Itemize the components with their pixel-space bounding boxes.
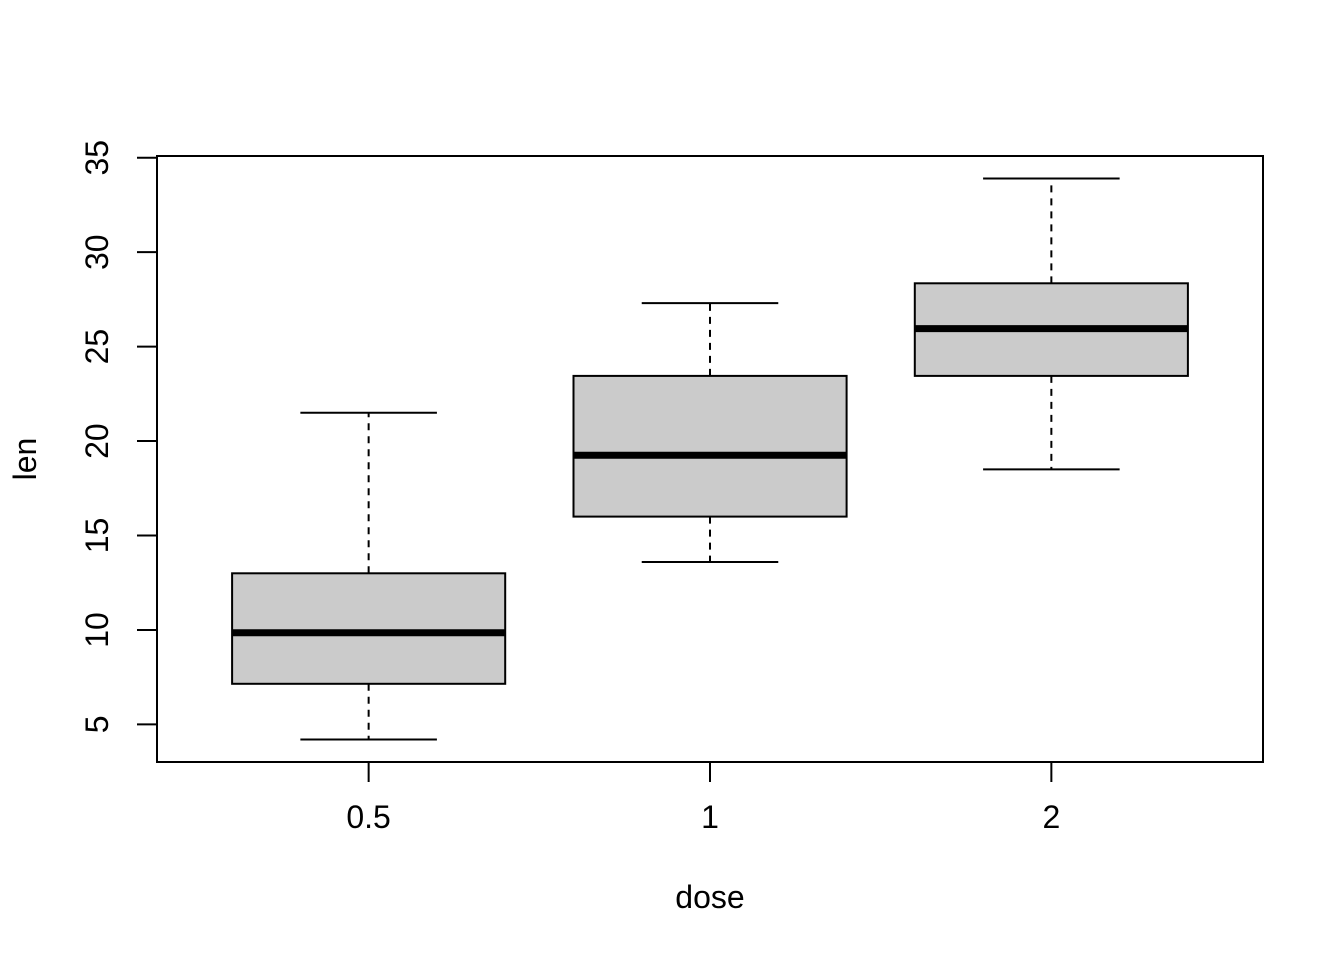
box-iqr [231,572,507,685]
x-tick-label: 2 [1043,799,1061,835]
box-iqr [572,374,848,518]
chart-layer: 5 10 15 20 25 30 35 0.5 1 2 [79,140,1264,835]
y-axis-title: len [7,438,43,481]
y-tick-label: 5 [79,716,115,734]
x-tick-label: 1 [701,799,719,835]
x-axis-title: dose [675,879,744,915]
y-tick-label: 10 [79,612,115,648]
y-tick-label: 20 [79,423,115,459]
y-tick-label: 35 [79,140,115,176]
y-tick-label: 25 [79,329,115,365]
y-tick-label: 30 [79,234,115,270]
y-tick-label: 15 [79,518,115,554]
x-tick-label: 0.5 [346,799,390,835]
